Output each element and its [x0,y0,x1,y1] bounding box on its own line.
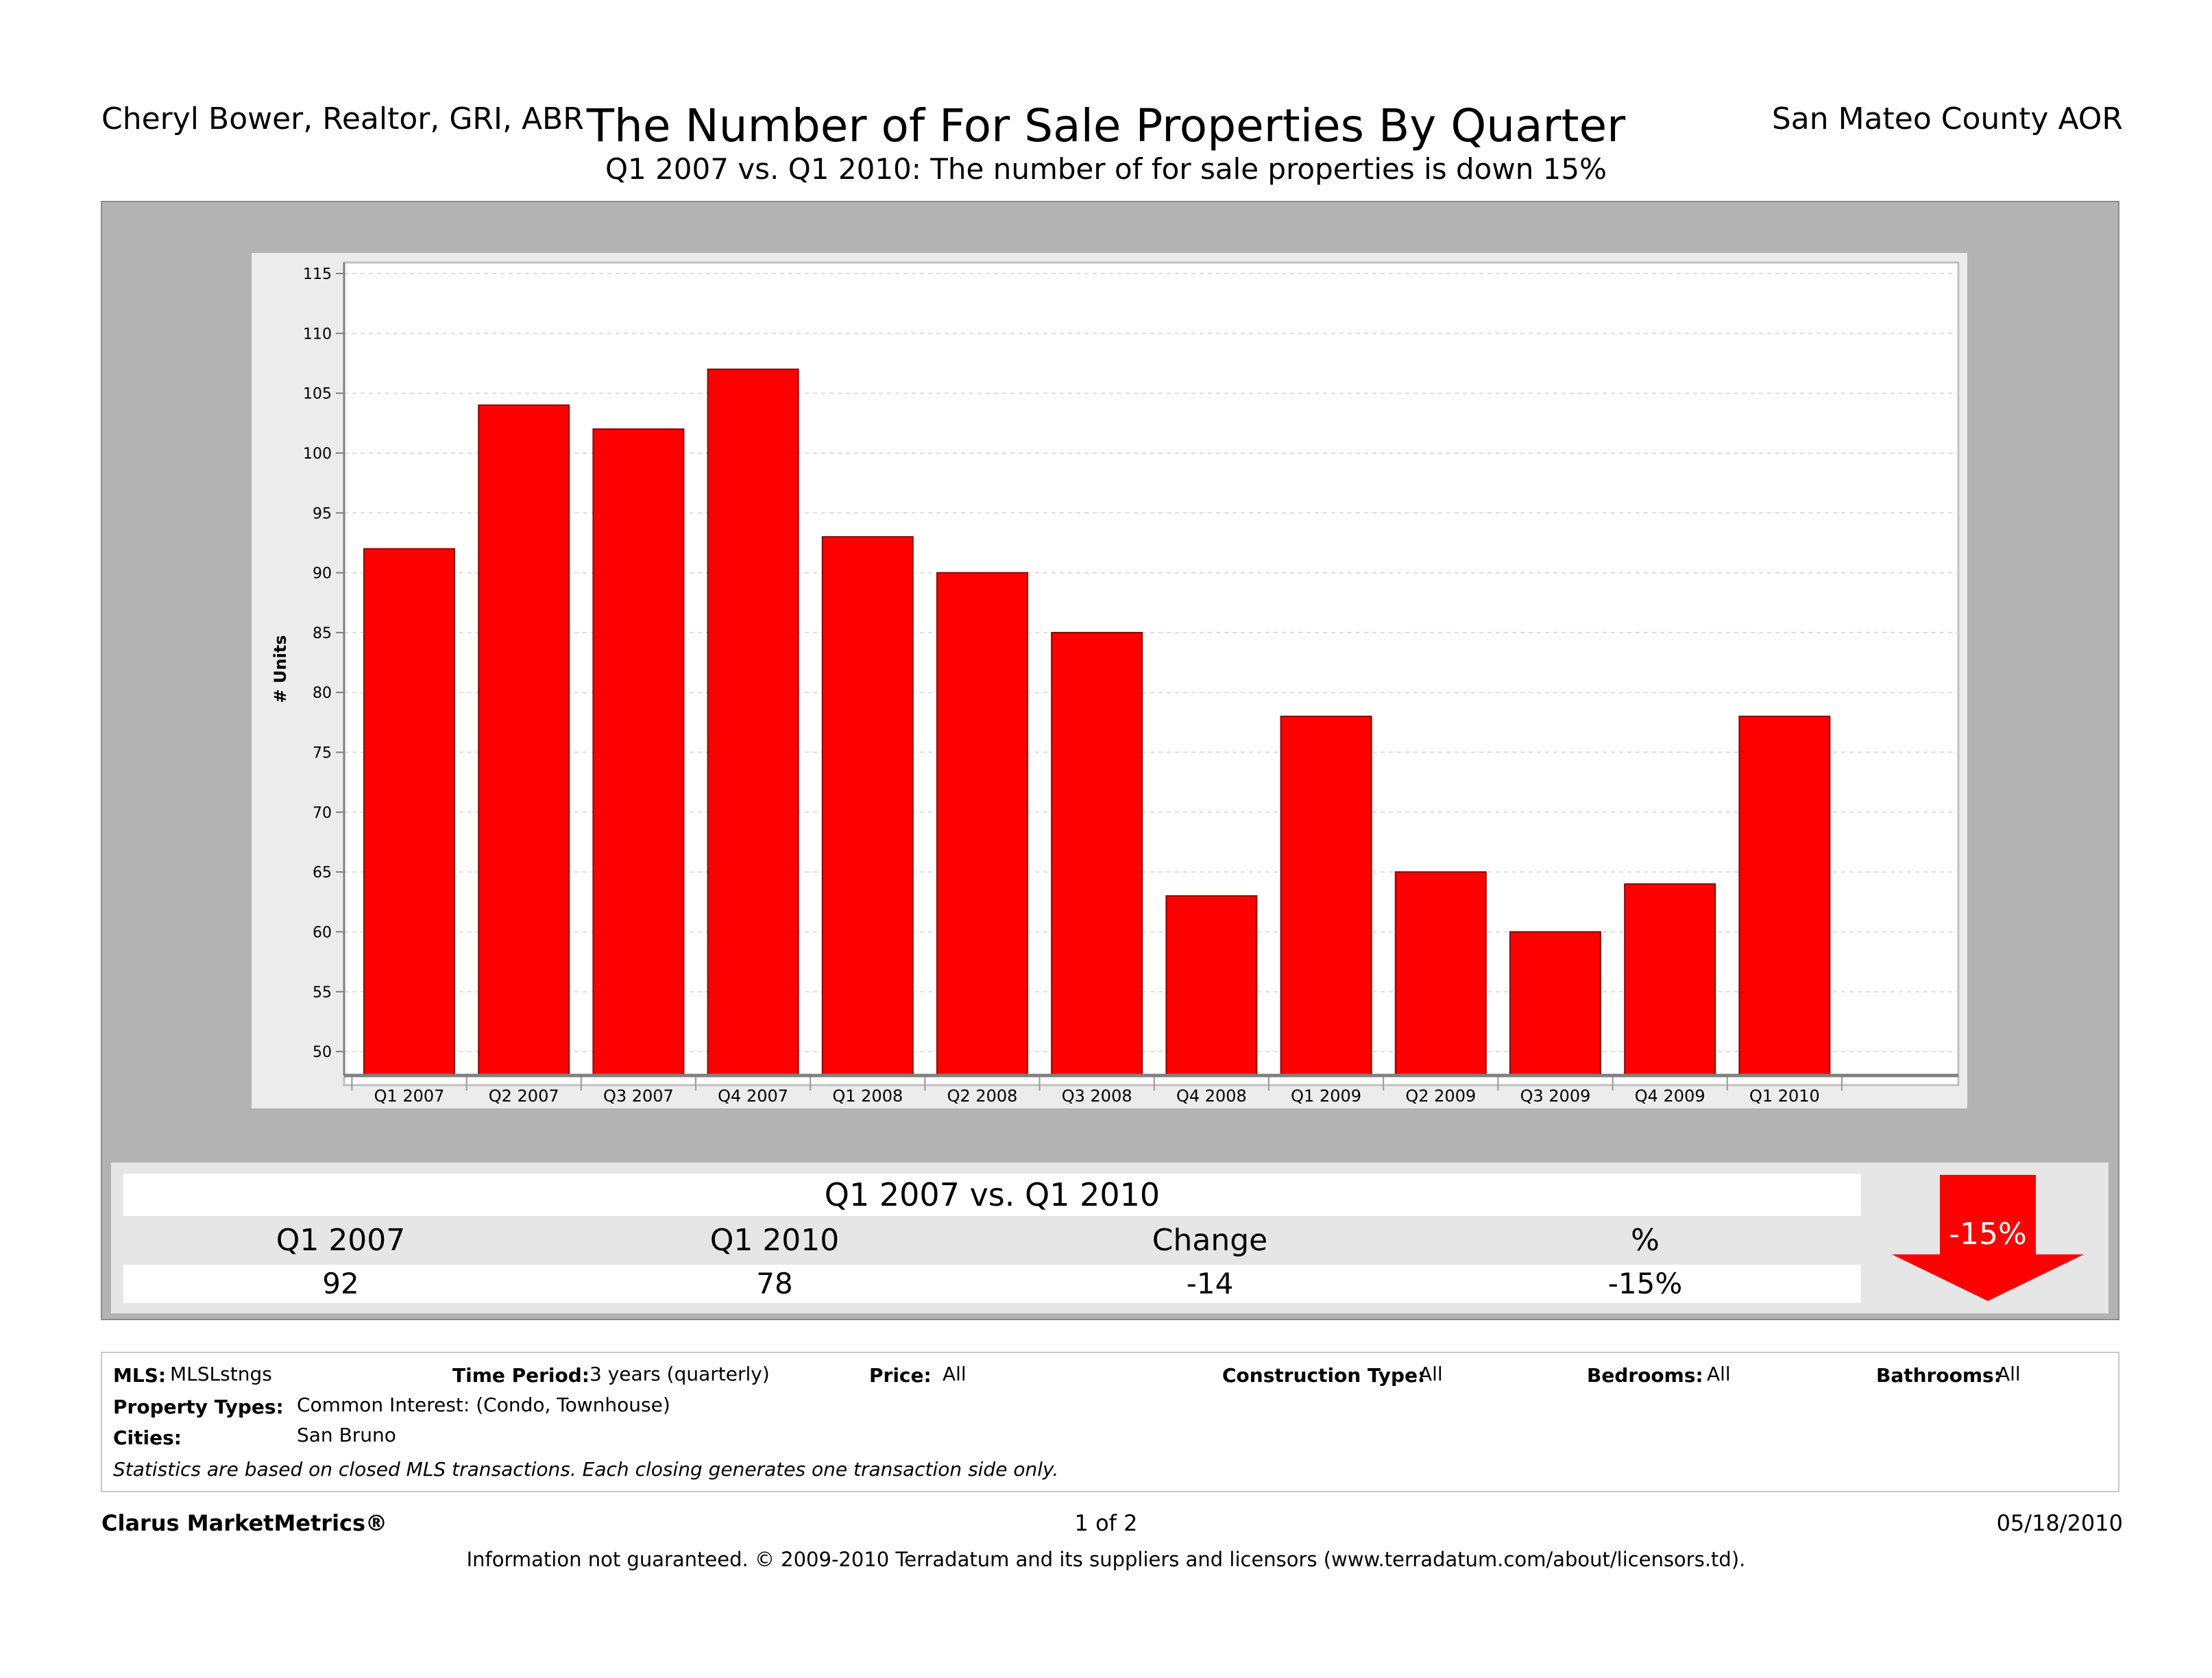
y-tick-label: 115 [303,266,332,283]
brand-name: Clarus MarketMetrics® [101,1510,388,1536]
time-period-label: Time Period: [452,1364,590,1387]
x-tick-label: Q3 2007 [603,1086,674,1106]
x-tick-label: Q2 2007 [489,1086,559,1106]
y-tick-label: 95 [313,505,332,522]
bar [1738,716,1831,1076]
x-tick-label: Q1 2007 [374,1086,445,1106]
bar [936,572,1028,1077]
bar [592,428,685,1076]
y-tick-label: 65 [313,864,332,881]
x-tick-label: Q4 2007 [718,1086,788,1106]
y-tick-label: 90 [313,566,332,583]
plot-area [343,261,1960,1086]
y-tick-label: 60 [313,924,332,941]
x-tick-label: Q1 2008 [832,1086,903,1106]
x-tick-label: Q4 2008 [1176,1086,1247,1106]
y-axis-label: # Units [271,635,290,703]
bar [363,548,455,1076]
gridlines [344,273,1958,1053]
bar [1051,631,1143,1076]
summary-value-end: 78 [756,1267,793,1300]
bathrooms-label: Bathrooms: [1876,1364,2002,1387]
bar [821,536,914,1077]
bathrooms-value: All [1997,1363,2021,1385]
mls-value: MLSLstngs [170,1363,272,1385]
summary-header-change: Change [1152,1223,1268,1258]
criteria-panel [101,1352,2119,1492]
y-tick-label: 50 [313,1044,332,1061]
agent-name: Cheryl Bower, Realtor, GRI, ABR [101,101,584,136]
statistics-note: Statistics are based on closed MLS trans… [113,1458,1059,1481]
bar [707,368,799,1076]
mls-label: MLS: [113,1364,167,1387]
change-badge: -15% [1949,1217,2027,1252]
x-axis-ticks: Q1 2007 Q2 2007 Q3 2007 Q4 2007 Q1 2008 Q2 20… [351,1075,1843,1106]
x-tick-label: Q2 2008 [947,1086,1018,1106]
y-tick-label: 75 [313,745,332,762]
bar [1280,716,1372,1076]
summary-value-row [123,1265,1861,1303]
x-tick-label: Q2 2009 [1405,1086,1476,1106]
bar [1624,883,1716,1076]
x-tick-label: Q3 2008 [1062,1086,1132,1106]
y-axis-ticks: 50 55 60 65 70 75 80 85 90 95 100 105 110 115 [303,266,344,1061]
chart-title: The Number of For Sale Properties By Qua… [586,99,1626,152]
cities-label: Cities: [113,1426,182,1449]
bar [1165,895,1258,1076]
chart-subtitle: Q1 2007 vs. Q1 2010: The number of for s… [605,152,1607,186]
summary-header-end: Q1 2010 [709,1223,840,1258]
property-types-value: Common Interest: (Condo, Townhouse) [297,1394,670,1416]
bedrooms-label: Bedrooms: [1587,1364,1703,1387]
price-value: All [943,1363,967,1385]
y-tick-label: 80 [313,685,332,702]
construction-type-value: All [1419,1363,1443,1385]
bar [1509,931,1601,1076]
summary-header-start: Q1 2007 [276,1223,406,1258]
x-tick-label: Q1 2010 [1749,1086,1820,1106]
y-tick-label: 55 [313,984,332,1001]
x-tick-label: Q4 2009 [1635,1086,1705,1106]
disclaimer: Information not guaranteed. © 2009-2010 … [466,1548,1746,1571]
report-date: 05/18/2010 [1996,1510,2123,1536]
property-types-label: Property Types: [113,1396,284,1418]
organization-name: San Mateo County AOR [1771,101,2123,136]
time-period-value: 3 years (quarterly) [590,1363,770,1385]
bar-chart: 50 55 60 65 70 75 80 85 90 95 100 105 110 115 Q1 2007… [271,261,1960,1106]
construction-type-label: Construction Type: [1222,1364,1426,1387]
y-tick-label: 105 [303,386,332,403]
bedrooms-value: All [1707,1363,1731,1385]
price-label: Price: [869,1364,932,1387]
summary-header-percent: % [1631,1223,1660,1258]
x-tick-label: Q1 2009 [1291,1086,1361,1106]
summary-value-start: 92 [322,1267,359,1300]
summary-title-row [123,1174,1861,1216]
bar [478,404,570,1077]
y-tick-label: 100 [303,446,332,463]
y-tick-label: 85 [313,625,332,642]
y-tick-label: 110 [303,326,332,343]
down-arrow-icon [1892,1175,2084,1301]
cities-value: San Bruno [297,1424,396,1446]
bar [1394,871,1487,1076]
summary-title: Q1 2007 vs. Q1 2010 [824,1176,1160,1213]
y-tick-label: 70 [313,805,332,822]
x-tick-label: Q3 2009 [1520,1086,1591,1106]
bars [363,368,1831,1077]
page-number: 1 of 2 [1074,1510,1138,1536]
summary-value-percent: -15% [1607,1267,1683,1300]
summary-value-change: -14 [1186,1267,1234,1300]
